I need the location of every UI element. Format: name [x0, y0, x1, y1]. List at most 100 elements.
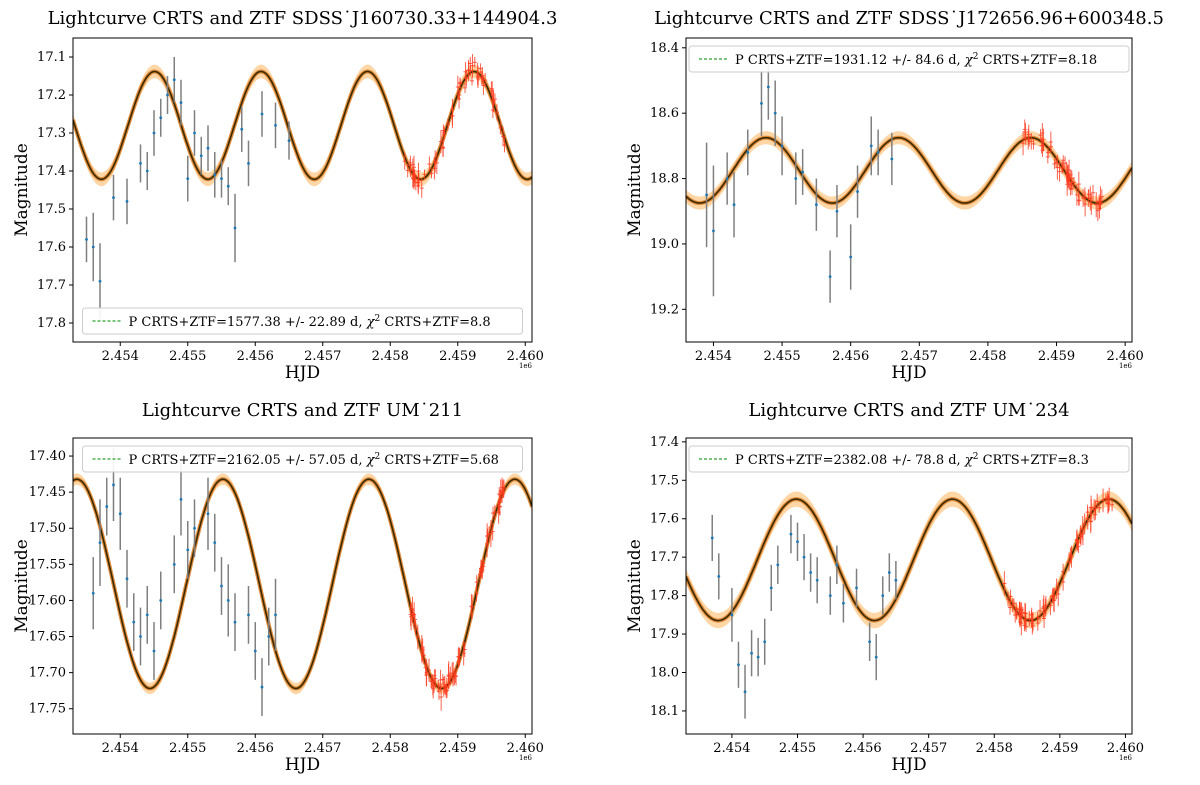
fit-uncertainty-band	[73, 64, 532, 187]
crts-point	[743, 664, 747, 719]
ztf-point	[1006, 591, 1011, 607]
crts-point	[874, 634, 878, 681]
crts-point	[179, 463, 183, 536]
crts-point	[226, 167, 230, 206]
legend-chi-symbol: χ	[964, 453, 974, 468]
y-tick-label: 17.6	[650, 512, 679, 527]
crts-point	[802, 534, 806, 581]
y-tick-label: 17.8	[37, 316, 66, 331]
ztf-point	[461, 641, 466, 666]
crts-point	[710, 514, 714, 562]
legend-chi-power: 2	[375, 314, 381, 324]
ztf-point	[492, 93, 497, 105]
crts-point	[193, 499, 196, 558]
crts-point	[746, 129, 750, 176]
y-tick-label: 17.9	[650, 627, 679, 642]
crts-point	[750, 630, 753, 677]
ztf-point	[1008, 589, 1013, 604]
ztf-point	[1076, 194, 1081, 206]
fit-curve-halo	[73, 477, 532, 691]
legend-period: P CRTS+ZTF=2162.05 +/- 57.05 d,	[129, 453, 367, 468]
ztf-point	[496, 501, 501, 524]
ztf-point	[1083, 191, 1088, 217]
crts-point	[125, 178, 129, 225]
ztf-point	[470, 54, 475, 78]
crts-point	[849, 224, 853, 290]
crts-point	[287, 121, 291, 160]
crts-point	[737, 641, 740, 688]
y-tick-label: 17.40	[29, 449, 66, 464]
crts-point	[828, 250, 832, 303]
ztf-point	[501, 126, 506, 147]
crts-point	[85, 216, 88, 263]
ztf-point	[1017, 601, 1022, 617]
crts-point	[796, 522, 799, 562]
crts-point	[226, 564, 230, 637]
ztf-point	[446, 118, 451, 131]
x-tick-label: 2.454	[713, 741, 750, 756]
crts-point	[828, 576, 832, 615]
fit-curve-halo	[686, 497, 1132, 623]
ztf-point	[490, 506, 495, 520]
crts-point	[267, 607, 271, 666]
ztf-point	[416, 173, 421, 188]
crts-point	[213, 513, 217, 572]
x-tick-label: 2.458	[372, 349, 409, 364]
panel-sdss-j172656: Lightcurve CRTS and ZTF SDSS˙J172656.96+…	[600, 0, 1200, 392]
crts-point	[118, 477, 122, 550]
crts-point	[835, 185, 839, 238]
legend: P CRTS+ZTF=2162.05 +/- 57.05 d, χ2 CRTS+…	[82, 445, 523, 473]
crts-point	[91, 557, 95, 630]
legend-chi-value: CRTS+ZTF=5.68	[380, 453, 499, 468]
plot-area	[73, 448, 532, 716]
ztf-point	[415, 624, 420, 650]
legend-chi-power: 2	[973, 52, 979, 62]
crts-point	[220, 557, 223, 615]
ztf-point	[1069, 545, 1074, 568]
ztf-point	[1021, 131, 1026, 156]
ztf-point	[1098, 199, 1103, 210]
ztf-point	[1075, 534, 1080, 551]
ztf-point	[1071, 176, 1076, 189]
x-tick-label: 2.456	[237, 741, 274, 756]
ztf-point	[423, 659, 428, 676]
ztf-point	[411, 167, 416, 183]
ztf-point	[476, 73, 481, 85]
lightcurve-chart-1: Lightcurve CRTS and ZTF SDSS˙J160730.33+…	[12, 8, 557, 383]
crts-point	[233, 193, 237, 263]
ztf-point	[436, 679, 441, 692]
legend: P CRTS+ZTF=2382.08 +/- 78.8 d, χ2 CRTS+Z…	[688, 445, 1130, 473]
crts-point	[186, 155, 190, 202]
ztf-point	[419, 640, 424, 664]
ztf-point	[1048, 141, 1053, 153]
ztf-point	[430, 674, 435, 696]
panel-um-211: Lightcurve CRTS and ZTF UM˙211 2.454 2.455…	[0, 392, 600, 784]
x-tick-label: 2.458	[969, 349, 1006, 364]
crts-point	[186, 521, 190, 579]
legend-chi-power: 2	[375, 452, 381, 462]
chart-title: Lightcurve CRTS and ZTF UM˙234	[748, 400, 1069, 421]
legend-period: P CRTS+ZTF=1577.38 +/- 22.89 d,	[129, 315, 367, 330]
y-tick-label: 17.8	[650, 589, 679, 604]
y-tick-label: 17.45	[29, 485, 66, 500]
ztf-point	[427, 658, 432, 682]
ztf-point	[1076, 171, 1081, 197]
y-tick-label: 19.2	[650, 302, 679, 317]
lightcurve-chart-3: Lightcurve CRTS and ZTF UM˙211 2.454 2.455…	[12, 400, 544, 775]
crts-point	[274, 102, 277, 149]
ztf-point	[1056, 582, 1061, 606]
ztf-point	[1095, 493, 1100, 509]
ztf-point	[408, 602, 413, 627]
ztf-point	[490, 81, 495, 101]
crts-point	[98, 499, 102, 586]
ztf-point	[1011, 598, 1016, 609]
crts-point	[881, 576, 885, 615]
y-tick-label: 18.0	[650, 665, 679, 680]
ztf-point	[1086, 189, 1091, 207]
crts-point	[809, 553, 813, 592]
crts-point	[835, 545, 839, 585]
ztf-point	[500, 477, 505, 504]
x-tick-label: 2.457	[304, 349, 341, 364]
legend-label: P CRTS+ZTF=1931.12 +/- 84.6 d, χ2 CRTS+Z…	[735, 52, 1097, 68]
legend-chi-power: 2	[973, 452, 979, 462]
